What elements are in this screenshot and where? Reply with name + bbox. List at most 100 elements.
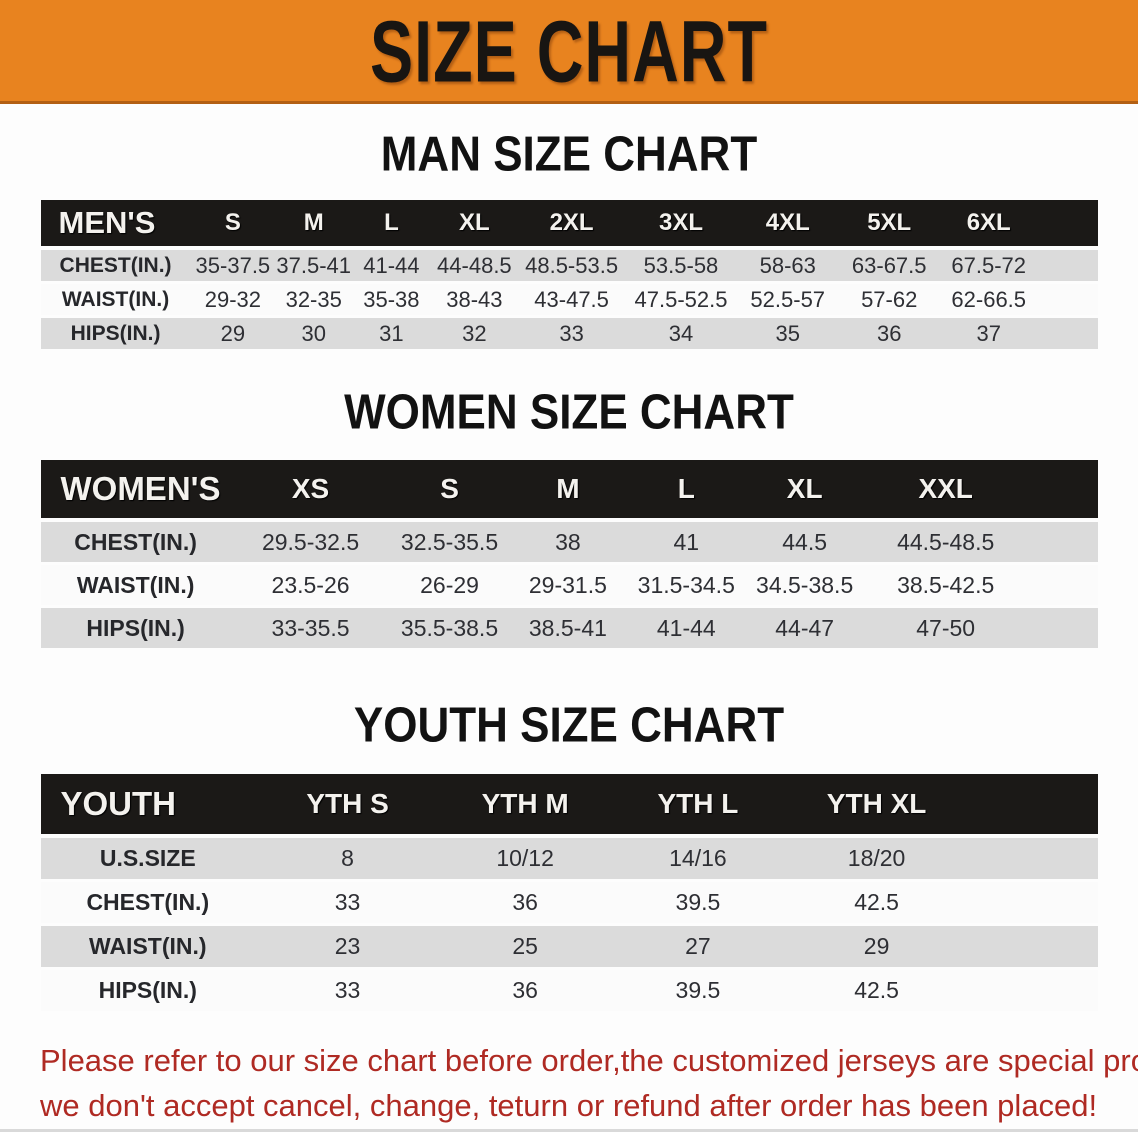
- row-label: WAIST(IN.): [40, 924, 256, 970]
- size-value: 38.5-41: [508, 606, 628, 651]
- men-size-table: MEN'S S M L XL 2XL 3XL 4XL 5XL 6XL CHEST(IN.) 35-37…: [40, 200, 1098, 352]
- size-column-header: L: [627, 460, 746, 522]
- size-value: 31.5-34.5: [627, 563, 746, 608]
- size-value: 44-47: [745, 606, 864, 651]
- size-column-header: YTH M: [440, 774, 611, 838]
- size-value: 39.5: [610, 880, 786, 926]
- size-value: 57-62: [838, 282, 940, 318]
- women-size-section: WOMEN SIZE CHART WOMEN'S XS S M L XL XXL CHEST(…: [0, 385, 1138, 651]
- size-column-header: XL: [430, 200, 519, 250]
- size-value: 35-37.5: [190, 248, 276, 284]
- size-value: 36: [440, 880, 611, 926]
- size-column-header: XXL: [863, 460, 1098, 522]
- size-value: 8: [255, 836, 441, 882]
- size-column-header: XS: [230, 460, 391, 522]
- size-value: 44.5-48.5: [863, 520, 1098, 565]
- size-table-row: CHEST(IN.) 33 36 39.5 42.5: [40, 880, 1098, 926]
- size-value: 44-48.5: [430, 248, 519, 284]
- size-value: 33: [255, 880, 441, 926]
- row-label: WAIST(IN.): [40, 563, 231, 608]
- size-value: 47-50: [863, 606, 1098, 651]
- size-value: 37.5-41: [275, 248, 353, 284]
- size-table-row: CHEST(IN.) 35-37.5 37.5-41 41-44 44-48.5 48.5…: [40, 248, 1098, 284]
- size-column-header: YTH XL: [785, 774, 1098, 838]
- size-value: 37: [939, 316, 1098, 352]
- women-size-table: WOMEN'S XS S M L XL XXL CHEST(IN.) 29.5-32.5 32.5…: [40, 460, 1098, 651]
- size-table-row: HIPS(IN.) 33-35.5 35.5-38.5 38.5-41 41-44 44-…: [40, 606, 1098, 651]
- table-group-label: YOUTH: [40, 774, 256, 838]
- size-value: 43-47.5: [518, 282, 625, 318]
- youth-size-table: YOUTH YTH S YTH M YTH L YTH XL U.S.SIZE 8 10/12…: [40, 774, 1098, 1014]
- size-value: 42.5: [785, 968, 1098, 1014]
- page-title: SIZE CHART: [370, 1, 768, 100]
- row-label: HIPS(IN.): [40, 316, 191, 352]
- size-value: 29-32: [190, 282, 276, 318]
- size-table-row: WAIST(IN.) 23 25 27 29: [40, 924, 1098, 970]
- size-value: 23.5-26: [230, 563, 391, 608]
- size-column-header: 3XL: [624, 200, 737, 250]
- size-column-header: 4XL: [737, 200, 839, 250]
- size-value: 32: [430, 316, 519, 352]
- size-value: 52.5-57: [737, 282, 839, 318]
- size-column-header: L: [352, 200, 431, 250]
- size-column-header: XL: [745, 460, 864, 522]
- size-value: 48.5-53.5: [518, 248, 625, 284]
- size-value: 41: [627, 520, 746, 565]
- size-column-header: M: [508, 460, 628, 522]
- size-column-header: YTH S: [255, 774, 441, 838]
- table-group-label: MEN'S: [40, 200, 191, 250]
- size-table-row: HIPS(IN.) 33 36 39.5 42.5: [40, 968, 1098, 1014]
- size-table-row: CHEST(IN.) 29.5-32.5 32.5-35.5 38 41 44.5 44.5…: [40, 520, 1098, 565]
- size-value: 23: [255, 924, 441, 970]
- size-column-header: S: [390, 460, 509, 522]
- size-value: 58-63: [737, 248, 839, 284]
- size-value: 33: [255, 968, 441, 1014]
- size-value: 31: [352, 316, 431, 352]
- size-value: 41-44: [627, 606, 746, 651]
- row-label: U.S.SIZE: [40, 836, 256, 882]
- row-label: HIPS(IN.): [40, 968, 256, 1014]
- size-value: 32-35: [275, 282, 353, 318]
- size-value: 34.5-38.5: [745, 563, 864, 608]
- size-value: 67.5-72: [939, 248, 1098, 284]
- disclaimer: Please refer to our size chart before or…: [40, 1038, 1138, 1128]
- size-value: 36: [440, 968, 611, 1014]
- size-value: 25: [440, 924, 611, 970]
- size-value: 34: [624, 316, 737, 352]
- row-label: WAIST(IN.): [40, 282, 191, 318]
- size-value: 29: [190, 316, 276, 352]
- men-size-section: MAN SIZE CHART MEN'S S M L XL 2XL 3XL 4XL 5XL 6XL…: [0, 127, 1138, 352]
- row-label: CHEST(IN.): [40, 520, 231, 565]
- size-table-row: HIPS(IN.) 29 30 31 32 33 34 35 36 37: [40, 316, 1098, 352]
- size-table-header-row: MEN'S S M L XL 2XL 3XL 4XL 5XL 6XL: [40, 200, 1098, 250]
- size-value: 29: [785, 924, 1098, 970]
- size-value: 44.5: [745, 520, 864, 565]
- size-table-row: WAIST(IN.) 29-32 32-35 35-38 38-43 43-47.5 47.…: [40, 282, 1098, 318]
- size-value: 30: [275, 316, 353, 352]
- size-value: 32.5-35.5: [390, 520, 509, 565]
- size-value: 35: [737, 316, 839, 352]
- size-table-row: U.S.SIZE 8 10/12 14/16 18/20: [40, 836, 1098, 882]
- size-value: 42.5: [785, 880, 1098, 926]
- size-value: 35-38: [352, 282, 431, 318]
- row-label: CHEST(IN.): [40, 248, 191, 284]
- size-table-header-row: YOUTH YTH S YTH M YTH L YTH XL: [40, 774, 1098, 838]
- row-label: HIPS(IN.): [40, 606, 231, 651]
- size-value: 53.5-58: [624, 248, 737, 284]
- size-value: 27: [610, 924, 786, 970]
- women-section-heading: WOMEN SIZE CHART: [344, 385, 794, 440]
- size-value: 35.5-38.5: [390, 606, 509, 651]
- banner: SIZE CHART: [0, 0, 1138, 104]
- size-value: 41-44: [352, 248, 431, 284]
- size-table-header-row: WOMEN'S XS S M L XL XXL: [40, 460, 1098, 522]
- size-column-header: YTH L: [610, 774, 786, 838]
- youth-section-heading: YOUTH SIZE CHART: [353, 698, 785, 753]
- size-column-header: 6XL: [939, 200, 1098, 250]
- men-section-heading: MAN SIZE CHART: [380, 127, 758, 182]
- disclaimer-line-2: we don't accept cancel, change, teturn o…: [40, 1088, 1098, 1123]
- size-value: 29-31.5: [508, 563, 628, 608]
- size-value: 10/12: [440, 836, 611, 882]
- size-value: 18/20: [785, 836, 1098, 882]
- size-value: 14/16: [610, 836, 786, 882]
